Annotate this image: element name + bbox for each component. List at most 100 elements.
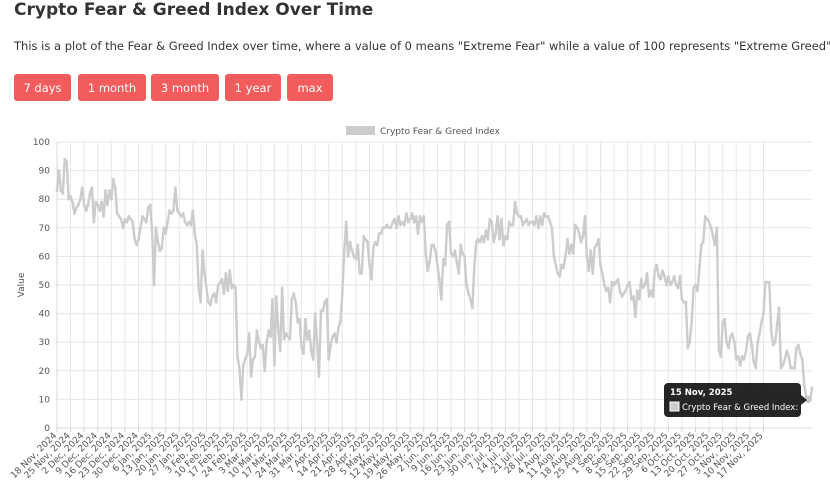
data-point bbox=[527, 223, 531, 227]
data-point bbox=[236, 355, 239, 358]
tooltip-swatch bbox=[669, 401, 680, 412]
data-point bbox=[208, 303, 212, 307]
data-point bbox=[247, 332, 251, 336]
data-point bbox=[599, 263, 602, 267]
data-point bbox=[272, 363, 276, 367]
data-point bbox=[377, 232, 381, 235]
data-point bbox=[412, 220, 416, 224]
data-point bbox=[228, 269, 232, 273]
data-point bbox=[665, 283, 668, 287]
data-point bbox=[810, 386, 814, 390]
data-point bbox=[542, 212, 546, 215]
data-point bbox=[267, 329, 270, 333]
data-point bbox=[699, 243, 703, 247]
data-point bbox=[185, 223, 189, 227]
data-point bbox=[767, 280, 771, 284]
data-point bbox=[183, 220, 187, 224]
data-point bbox=[172, 209, 175, 213]
data-point bbox=[305, 337, 309, 341]
data-point bbox=[278, 349, 282, 353]
data-point bbox=[234, 286, 237, 290]
range-3-month-button[interactable]: 3 month bbox=[151, 74, 219, 101]
data-point bbox=[771, 343, 775, 347]
data-point bbox=[261, 343, 265, 347]
data-point bbox=[626, 283, 630, 287]
data-point bbox=[88, 192, 92, 195]
data-point bbox=[80, 186, 84, 190]
data-point bbox=[432, 243, 435, 247]
data-point bbox=[486, 237, 490, 241]
range-max-button[interactable]: max bbox=[287, 74, 333, 101]
data-point bbox=[727, 346, 730, 350]
data-point bbox=[230, 286, 234, 290]
data-point bbox=[682, 300, 686, 304]
data-point bbox=[286, 335, 290, 338]
data-point bbox=[789, 366, 793, 370]
data-point bbox=[298, 317, 302, 321]
data-point bbox=[216, 283, 220, 287]
data-point bbox=[395, 226, 399, 230]
data-point bbox=[385, 223, 389, 227]
data-point bbox=[600, 272, 604, 275]
data-point bbox=[302, 352, 305, 356]
y-axis-label: Value bbox=[17, 272, 27, 297]
data-point bbox=[370, 277, 373, 281]
data-point bbox=[494, 232, 498, 235]
data-point bbox=[567, 252, 571, 255]
data-point bbox=[364, 237, 367, 241]
y-tick-label: 80 bbox=[39, 195, 51, 205]
data-point bbox=[139, 226, 142, 230]
data-point bbox=[531, 220, 534, 224]
data-point bbox=[585, 255, 589, 258]
data-point bbox=[633, 315, 637, 318]
data-point bbox=[773, 340, 777, 344]
data-point bbox=[579, 240, 583, 244]
data-point bbox=[698, 266, 701, 270]
data-point bbox=[709, 226, 713, 230]
data-point bbox=[391, 220, 395, 224]
data-point bbox=[616, 277, 620, 281]
data-point bbox=[156, 240, 160, 244]
data-point bbox=[368, 263, 371, 267]
data-point bbox=[696, 289, 699, 293]
data-point bbox=[381, 226, 385, 230]
data-point bbox=[529, 220, 532, 224]
data-point bbox=[148, 203, 152, 207]
data-point bbox=[612, 283, 616, 287]
data-point bbox=[775, 323, 779, 327]
data-point bbox=[602, 283, 606, 287]
data-point bbox=[162, 226, 166, 230]
y-tick-label: 50 bbox=[39, 281, 51, 291]
data-point bbox=[65, 160, 69, 164]
data-point bbox=[117, 214, 121, 218]
data-point bbox=[125, 220, 129, 224]
data-point bbox=[453, 249, 457, 253]
data-point bbox=[140, 214, 144, 218]
data-point bbox=[340, 292, 344, 295]
data-point bbox=[674, 283, 678, 287]
data-point bbox=[175, 209, 179, 213]
data-point bbox=[517, 214, 521, 218]
data-point bbox=[618, 289, 622, 293]
data-point bbox=[476, 237, 480, 241]
data-point bbox=[451, 255, 455, 258]
data-point bbox=[783, 357, 787, 361]
data-point bbox=[360, 272, 364, 275]
data-point bbox=[131, 220, 135, 224]
data-point bbox=[354, 257, 358, 261]
range-7-days-button[interactable]: 7 days bbox=[14, 74, 71, 101]
data-point bbox=[379, 232, 383, 235]
range-1-year-button[interactable]: 1 year bbox=[225, 74, 281, 101]
data-point bbox=[177, 212, 181, 215]
data-point bbox=[560, 263, 564, 267]
data-point bbox=[253, 355, 257, 358]
data-point bbox=[694, 283, 697, 287]
data-point bbox=[484, 229, 488, 233]
data-point bbox=[191, 209, 195, 213]
data-point bbox=[346, 255, 350, 258]
range-1-month-button[interactable]: 1 month bbox=[78, 74, 146, 101]
data-point bbox=[199, 300, 203, 304]
data-point bbox=[430, 243, 433, 247]
data-point bbox=[533, 223, 536, 227]
